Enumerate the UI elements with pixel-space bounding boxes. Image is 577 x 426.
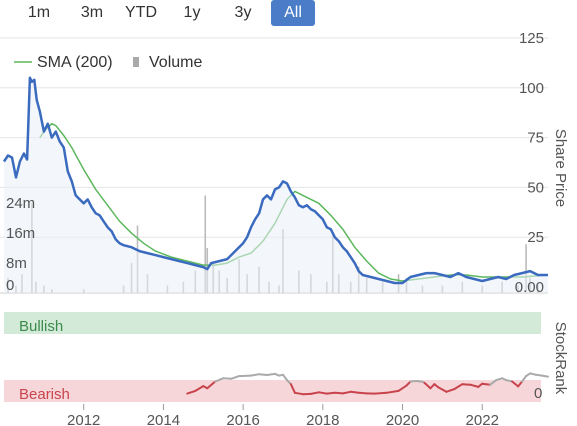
stockrank-segment [469, 383, 480, 388]
stockrank-segment [415, 380, 424, 383]
volume-tick-label: 8m [6, 255, 27, 272]
stockrank-segment [505, 379, 514, 383]
legend: SMA (200) Volume [14, 54, 202, 71]
volume-tick-label: 24m [6, 195, 35, 212]
stockrank-segment [194, 385, 205, 392]
stockrank-segment [230, 375, 241, 380]
volume-bar [525, 244, 527, 293]
bullish-zone [4, 312, 541, 334]
stockrank-segment [333, 391, 344, 395]
stockrank-segment [423, 381, 432, 390]
stockrank-segment [186, 389, 197, 395]
x-tick-label: 2016 [226, 412, 259, 426]
stockrank-segment [222, 377, 233, 380]
stockrank-segment [511, 380, 520, 388]
stockrank-segment [282, 373, 288, 382]
x-tick-label: 2018 [306, 412, 339, 426]
bearish-zone [4, 380, 541, 402]
stockrank-segment [529, 372, 537, 376]
stockrank-segment [489, 379, 498, 386]
stockrank-segment [461, 383, 472, 386]
range-button-all[interactable]: All [271, 0, 315, 26]
legend-sma-label[interactable]: SMA (200) [37, 54, 113, 71]
y-tick-label: 100 [519, 80, 544, 97]
stockrank-segment [341, 390, 352, 395]
stockrank-segment [373, 391, 388, 395]
rank-zero-label: 0 [534, 385, 542, 402]
stockrank-segment [238, 374, 253, 378]
x-tick-label: 2020 [386, 412, 419, 426]
price-line [2, 76, 548, 285]
y-tick-label: 125 [519, 30, 544, 47]
stockrank-segment [517, 380, 524, 388]
y-tick-label: 75 [527, 130, 544, 147]
y-tick-label: 0.00 [515, 279, 544, 296]
x-tick-label: 2022 [466, 412, 499, 426]
stockrank-segment [437, 386, 448, 393]
x-tick-label: 2012 [67, 412, 100, 426]
stockrank-segment [266, 372, 276, 376]
stockrank-segment [521, 375, 528, 383]
range-button-1y[interactable]: 1y [183, 4, 201, 21]
stockrank-segment [206, 380, 217, 390]
volume-bar [204, 195, 207, 293]
range-button-ytd[interactable]: YTD [125, 4, 157, 21]
stockrank-segment [317, 391, 328, 395]
bearish-label: Bearish [19, 386, 70, 403]
stockrank-segment [250, 373, 261, 377]
stockrank-segment [445, 388, 456, 393]
volume-tick-label: 16m [6, 225, 35, 242]
bullish-label: Bullish [19, 318, 63, 335]
stockrank-segment [258, 373, 268, 376]
stockrank-segment [397, 384, 408, 392]
stockrank-segment [385, 389, 400, 394]
y-tick-label: 25 [527, 229, 544, 246]
stockrank-segment [481, 382, 492, 386]
x-tick-label: 2014 [147, 412, 180, 426]
stockrank-segment [309, 391, 320, 395]
legend-volume-swatch [133, 57, 139, 67]
stockrank-segment [409, 380, 418, 383]
stockrank-segment [293, 391, 304, 396]
range-selector: 1m 3m YTD 1y 3y All [0, 0, 330, 26]
stockrank-segment [541, 374, 549, 378]
stockrank-segment [214, 377, 225, 383]
stockrank-segment [495, 377, 504, 382]
stockrank-segment [289, 383, 296, 394]
price-axis-title: Share Price [552, 129, 569, 207]
stockrank-segment [349, 390, 360, 394]
stockrank-segment [325, 391, 336, 395]
range-button-3m[interactable]: 3m [80, 4, 104, 21]
range-button-1m[interactable]: 1m [27, 4, 51, 21]
legend-volume-label[interactable]: Volume [149, 54, 202, 71]
volume-tick-label: 0 [6, 277, 14, 294]
price-area [4, 77, 548, 293]
stockrank-segment [357, 391, 368, 395]
stockrank-segment [535, 373, 543, 377]
rank-axis-title: StockRank [552, 322, 569, 395]
range-button-3y[interactable]: 3y [234, 4, 252, 21]
y-tick-label: 50 [527, 179, 544, 196]
stockrank-segment [453, 383, 464, 391]
